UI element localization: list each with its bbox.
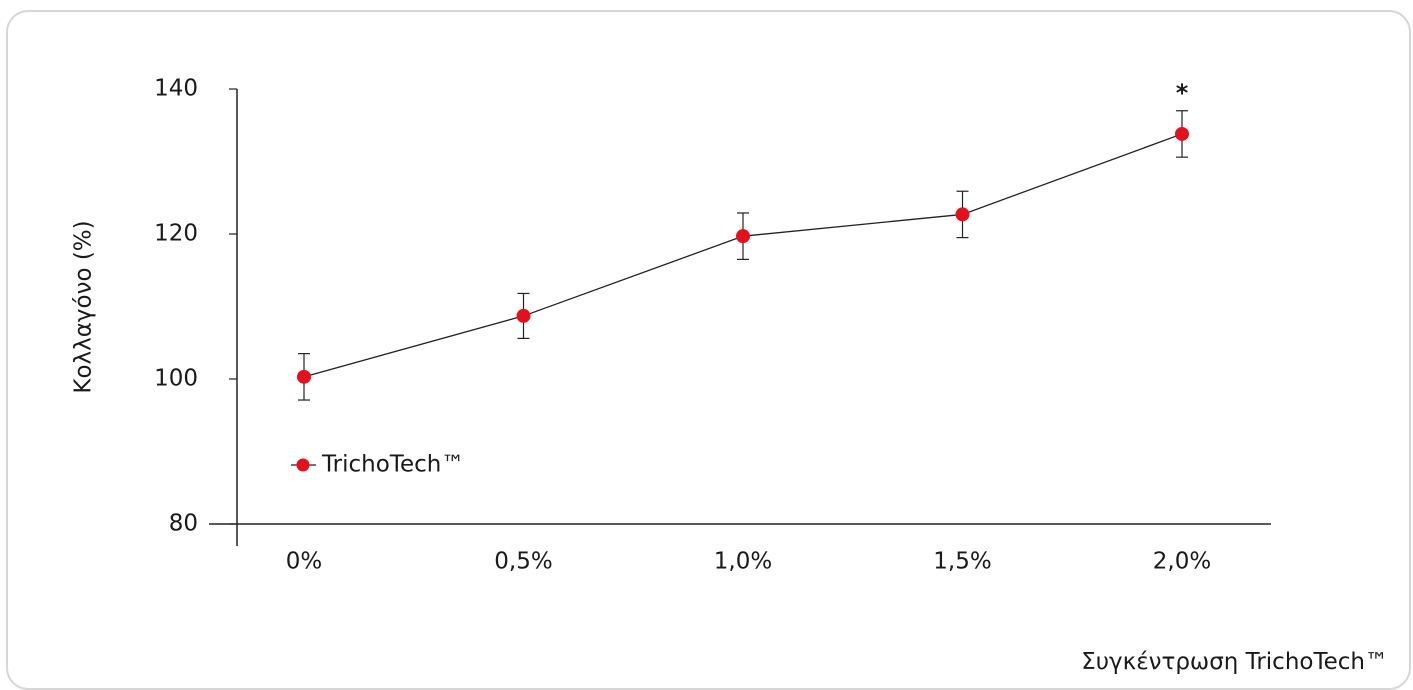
legend-label: TrichoTech™ xyxy=(321,452,464,478)
chart-axes xyxy=(209,89,1271,546)
x-tick-label: 0,5% xyxy=(494,549,552,575)
y-tick-label: 120 xyxy=(154,221,198,247)
y-tick-label: 140 xyxy=(154,76,198,102)
data-point xyxy=(955,207,970,222)
x-tick-label: 1,5% xyxy=(933,549,991,575)
x-tick-label: 1,0% xyxy=(714,549,772,575)
x-tick-label: 2,0% xyxy=(1153,549,1211,575)
series-layer: * xyxy=(297,79,1189,401)
y-tick-labels: 80 100 120 140 xyxy=(154,76,237,537)
significance-marker: * xyxy=(1176,79,1189,107)
data-point xyxy=(297,369,311,384)
legend-marker xyxy=(296,458,310,472)
y-tick-label: 100 xyxy=(154,366,198,392)
data-point xyxy=(516,308,531,323)
x-axis-title: Συγκέντρωση TrichoTech™ xyxy=(1081,649,1388,675)
data-point xyxy=(1175,126,1189,141)
x-tick-labels: 0% 0,5% 1,0% 1,5% 2,0% xyxy=(286,549,1211,575)
y-axis-title: Κολλαγόνο (%) xyxy=(71,220,97,393)
y-tick-label: 80 xyxy=(169,511,198,537)
collagen-line-chart: 80 100 120 140 0% 0,5% 1,0% 1,5% 2,0% * Κολλαγό… xyxy=(71,76,1389,676)
data-point xyxy=(736,229,750,244)
legend: TrichoTech™ xyxy=(291,452,464,478)
x-tick-label: 0% xyxy=(286,549,323,575)
